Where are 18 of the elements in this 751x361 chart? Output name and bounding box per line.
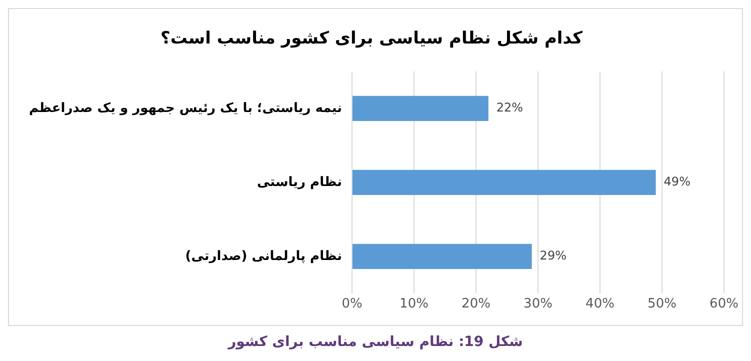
data-label: 22% [496,100,524,115]
chart-title: کدام شکل نظام سیاسی برای کشور مناسب است؟ [160,28,583,49]
y-tick-label: نیمه ریاستی؛ با یک رئیس جمهور و یک صدراعظم [28,100,342,116]
bar [352,244,532,269]
x-tick-label: 40% [586,296,614,312]
text: شکل 19: نظام سیاسی مناسب برای کشور [226,334,524,350]
x-tick-label: 60% [710,296,738,312]
x-tick-label: 20% [462,296,490,312]
x-tick-label: 10% [400,296,428,312]
data-label: 49% [664,174,690,189]
bar [352,96,488,121]
bar [352,170,656,195]
x-tick-label: 0% [342,296,362,312]
y-tick-label: نظام پارلمانی (صدارتی) [185,248,342,264]
x-tick-label: 30% [524,296,552,312]
y-tick-label: نظام ریاستی [257,174,342,190]
data-label: 29% [540,248,566,263]
x-tick-label: 50% [648,296,676,312]
